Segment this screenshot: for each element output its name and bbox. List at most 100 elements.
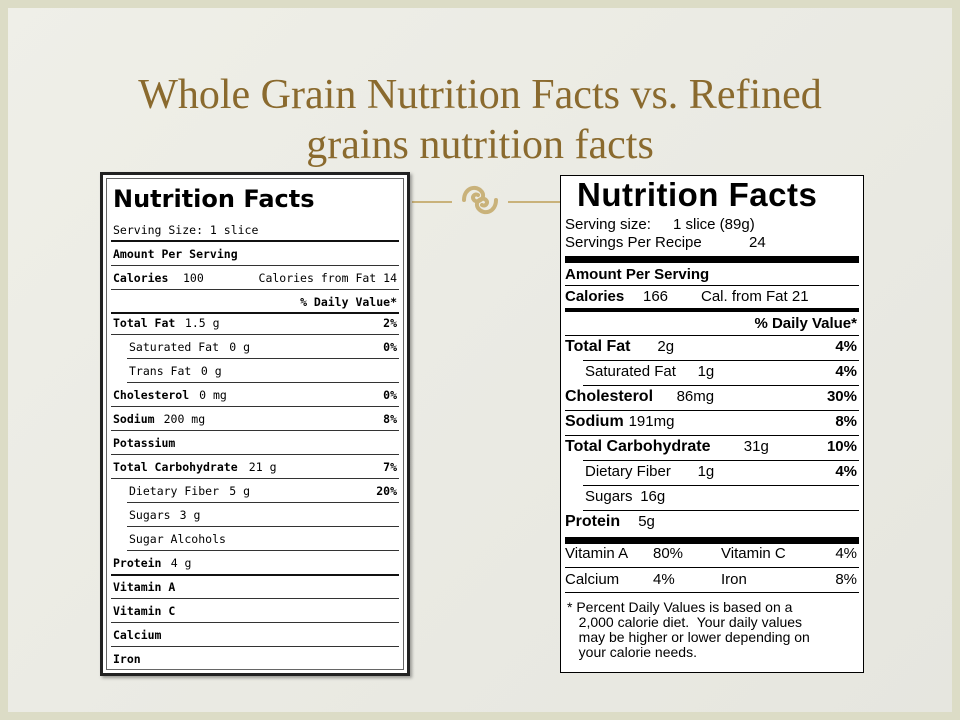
dietary-fiber-daily-value: 4% — [835, 463, 857, 480]
vitamin-c-label: Vitamin C — [113, 604, 176, 618]
vitamin-a-value: 80% — [653, 545, 684, 562]
rule — [111, 265, 399, 266]
sugars-label: Sugars — [129, 508, 171, 522]
frame-right-border — [952, 0, 960, 720]
total-fat-amount: 1.5 g — [184, 316, 220, 330]
rule — [565, 567, 859, 568]
serving-size: Serving Size: 1 slice — [113, 223, 259, 237]
frame-bottom-border — [0, 712, 960, 720]
divider-line-right — [508, 201, 560, 203]
servings-label: Servings Per Recipe — [565, 234, 702, 251]
calcium-label: Calcium — [113, 628, 162, 642]
ornament-icon — [448, 180, 512, 224]
rule — [127, 550, 399, 551]
rule — [583, 360, 859, 361]
total-fat-label: Total Fat — [565, 338, 631, 355]
cholesterol-amount: 0 mg — [199, 388, 227, 402]
iron-value: 8% — [835, 571, 857, 588]
total-carbohydrate-amount: 31g — [743, 438, 769, 455]
rule — [565, 335, 859, 336]
sugar-alcohols-label: Sugar Alcohols — [129, 532, 226, 546]
rule — [111, 454, 399, 455]
sugars-amount: 16g — [640, 488, 666, 505]
rule — [565, 410, 859, 411]
footnote: * Percent Daily Values is based on a 2,0… — [567, 599, 810, 660]
cholesterol-label: Cholesterol — [113, 388, 190, 402]
sodium-label: Sodium — [565, 413, 624, 430]
dietary-fiber-label: Dietary Fiber — [129, 484, 220, 498]
slide-title-line-2: grains nutrition facts — [306, 122, 654, 168]
rule — [565, 308, 859, 312]
vitamin-c-label: Vitamin C — [721, 545, 786, 562]
rule — [111, 430, 399, 431]
refined-grain-nutrition-label: Nutrition Facts Serving size: 1 slice (8… — [560, 175, 864, 673]
sodium-amount: 191mg — [628, 413, 675, 430]
calcium-value: 4% — [653, 571, 675, 588]
total-carbohydrate-label: Total Carbohydrate — [113, 460, 238, 474]
daily-value-header: % Daily Value* — [754, 315, 857, 332]
saturated-fat-amount: 0 g — [229, 340, 251, 354]
saturated-fat-daily-value: 0% — [383, 340, 397, 354]
rule — [565, 592, 859, 593]
rule — [111, 406, 399, 407]
dietary-fiber-label: Dietary Fiber — [585, 463, 671, 480]
servings-value: 24 — [749, 234, 766, 251]
trans-fat-label: Trans Fat — [129, 364, 192, 378]
whole-grain-nutrition-label: Nutrition Facts Serving Size: 1 slice Am… — [100, 172, 410, 676]
rule — [127, 382, 399, 383]
protein-amount: 4 g — [170, 556, 192, 570]
vitamin-a-label: Vitamin A — [565, 545, 629, 562]
cholesterol-daily-value: 0% — [383, 388, 397, 402]
sugars-label: Sugars — [585, 488, 633, 505]
saturated-fat-daily-value: 4% — [835, 363, 857, 380]
calories-value: 100 — [183, 271, 204, 285]
divider-line-left — [412, 201, 452, 203]
rule — [111, 622, 399, 623]
cholesterol-amount: 86mg — [676, 388, 715, 405]
calories-label: Calories — [565, 288, 625, 305]
iron-label: Iron — [113, 652, 141, 666]
sugars-amount: 3 g — [179, 508, 201, 522]
sodium-daily-value: 8% — [835, 413, 857, 430]
saturated-fat-label: Saturated Fat — [585, 363, 676, 380]
rule — [583, 460, 859, 461]
calories-label: Calories — [113, 271, 169, 285]
serving-size-value: 1 slice (89g) — [673, 216, 755, 233]
vitamin-c-value: 4% — [835, 545, 857, 562]
trans-fat-amount: 0 g — [200, 364, 222, 378]
rule — [565, 537, 859, 544]
total-fat-daily-value: 2% — [383, 316, 397, 330]
sodium-daily-value: 8% — [383, 412, 397, 426]
label-title: Nutrition Facts — [577, 176, 818, 213]
rule — [111, 478, 399, 479]
protein-label: Protein — [113, 556, 162, 570]
rule — [583, 485, 859, 486]
rule — [583, 510, 859, 511]
dietary-fiber-daily-value: 20% — [376, 484, 397, 498]
calcium-label: Calcium — [565, 571, 620, 588]
saturated-fat-label: Saturated Fat — [129, 340, 220, 354]
slide-title: Whole Grain Nutrition Facts vs. Refined … — [40, 70, 920, 170]
rule — [127, 358, 399, 359]
total-fat-label: Total Fat — [113, 316, 176, 330]
total-carbohydrate-label: Total Carbohydrate — [565, 438, 711, 455]
label-title: Nutrition Facts — [113, 185, 315, 213]
label-inner-border — [106, 178, 404, 670]
potassium-label: Potassium — [113, 436, 176, 450]
dietary-fiber-amount: 5 g — [229, 484, 251, 498]
serving-size-label: Serving size: — [565, 216, 651, 233]
rule — [127, 526, 399, 527]
ornament-icon-svg — [462, 185, 498, 215]
amount-per-serving: Amount Per Serving — [565, 266, 710, 283]
daily-value-header: % Daily Value* — [300, 295, 397, 309]
rule — [111, 574, 399, 576]
cholesterol-label: Cholesterol — [565, 388, 654, 405]
rule — [111, 334, 399, 335]
rule — [111, 646, 399, 647]
frame-top-border — [0, 0, 960, 8]
sodium-amount: 200 mg — [163, 412, 206, 426]
cholesterol-daily-value: 30% — [826, 388, 857, 405]
rule — [565, 285, 859, 286]
calories-from-fat: Calories from Fat 14 — [258, 271, 397, 285]
rule — [565, 256, 859, 263]
